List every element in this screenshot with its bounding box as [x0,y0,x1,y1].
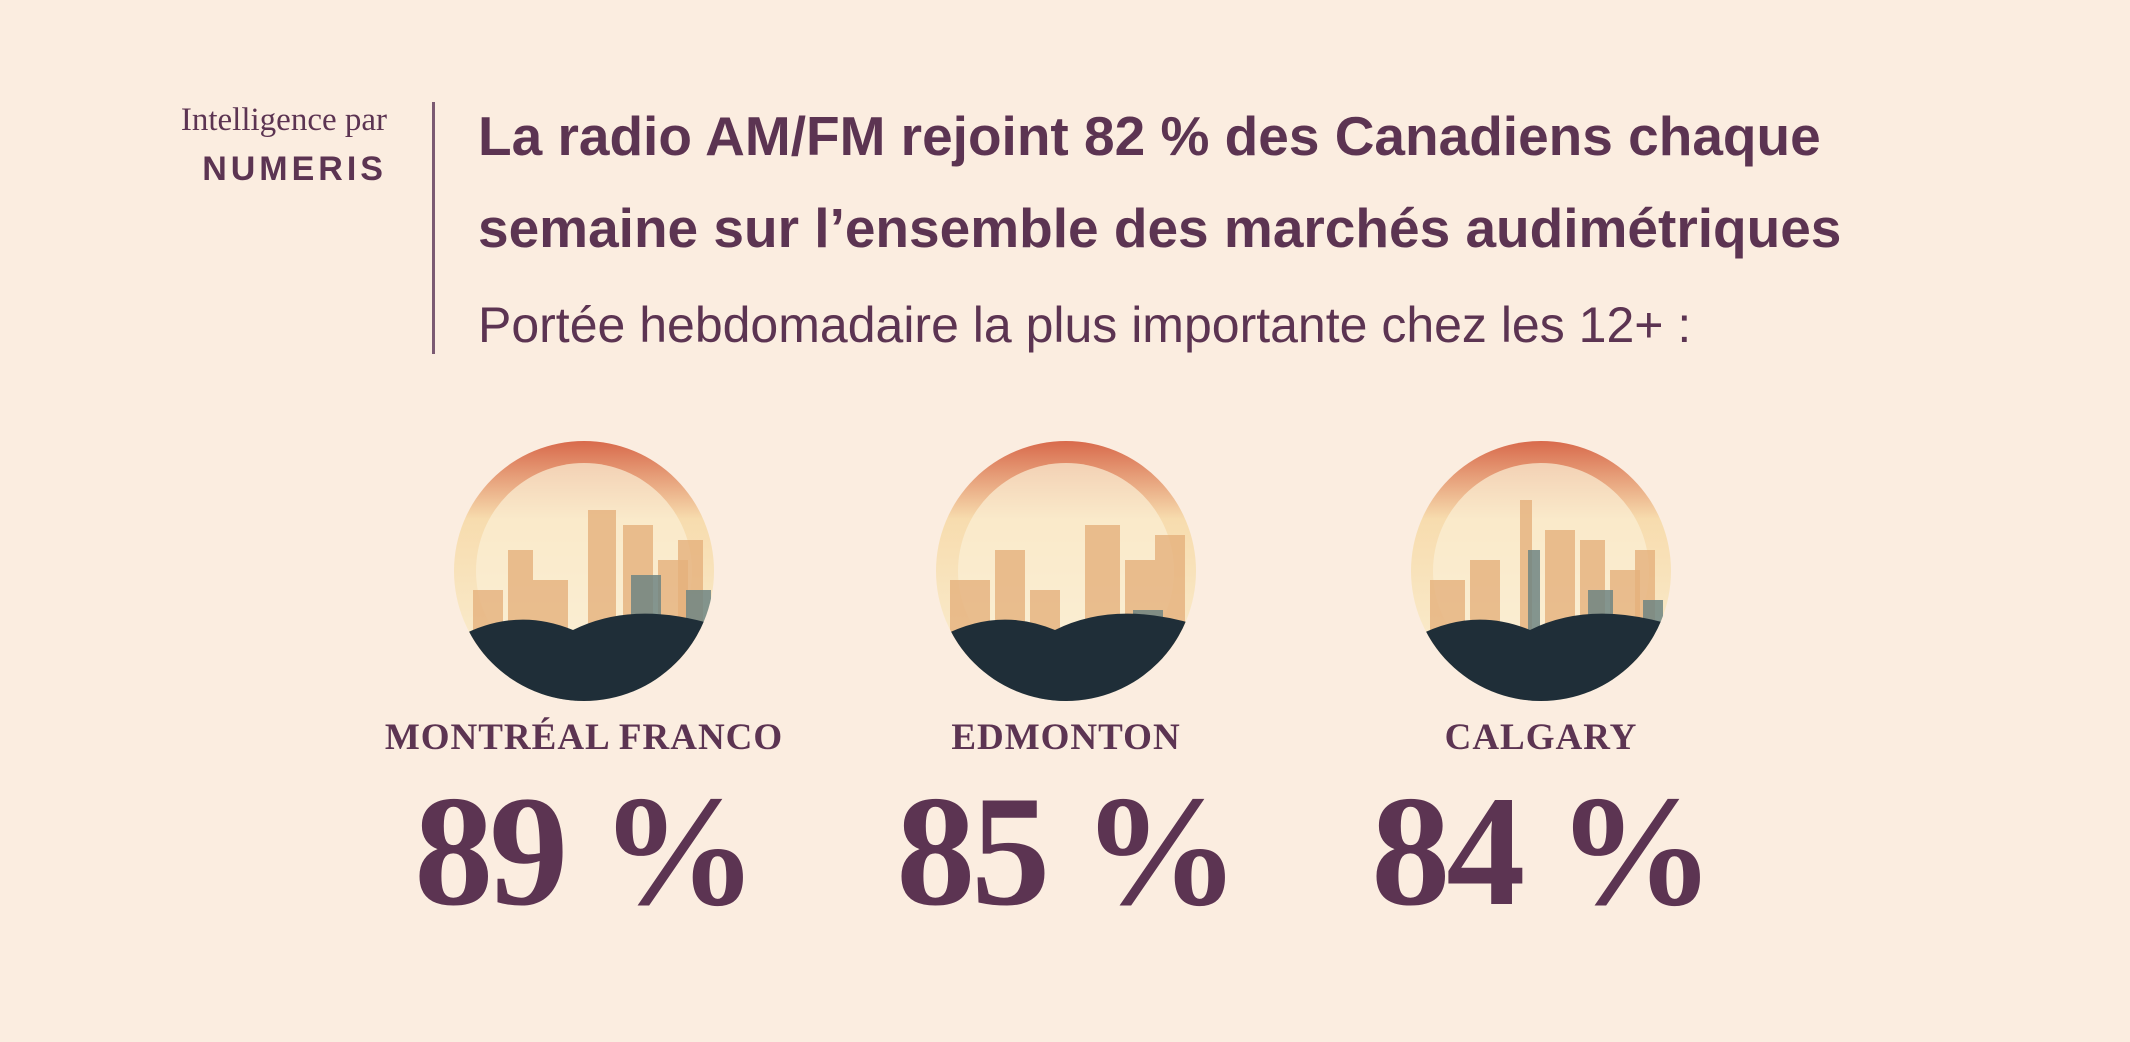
market-value: 89 % [414,764,758,939]
market-name: MONTRÉAL FRANCO [384,717,784,758]
title-line: semaine sur l’ensemble des marchés audim… [478,197,1842,259]
market-value: 84 % [1371,764,1715,939]
market-name: EDMONTON [951,717,1181,758]
market: MONTRÉAL FRANCO 89 % [324,440,844,931]
brand-prefix: Intelligence par [180,102,387,138]
divider [432,102,435,354]
city-icon [936,441,1196,701]
market: CALGARY 84 % [1281,440,1801,931]
city-icon [454,441,714,701]
market-value: 85 % [896,764,1240,939]
title-line: La radio AM/FM rejoint 82 % des Canadien… [478,105,1821,167]
city-icon [1411,441,1671,701]
market: EDMONTON 85 % [806,440,1326,931]
brand-name: NUMERIS [202,150,387,188]
market-name: CALGARY [1444,717,1638,758]
subtitle: Portée hebdomadaire la plus importante c… [478,297,1692,353]
